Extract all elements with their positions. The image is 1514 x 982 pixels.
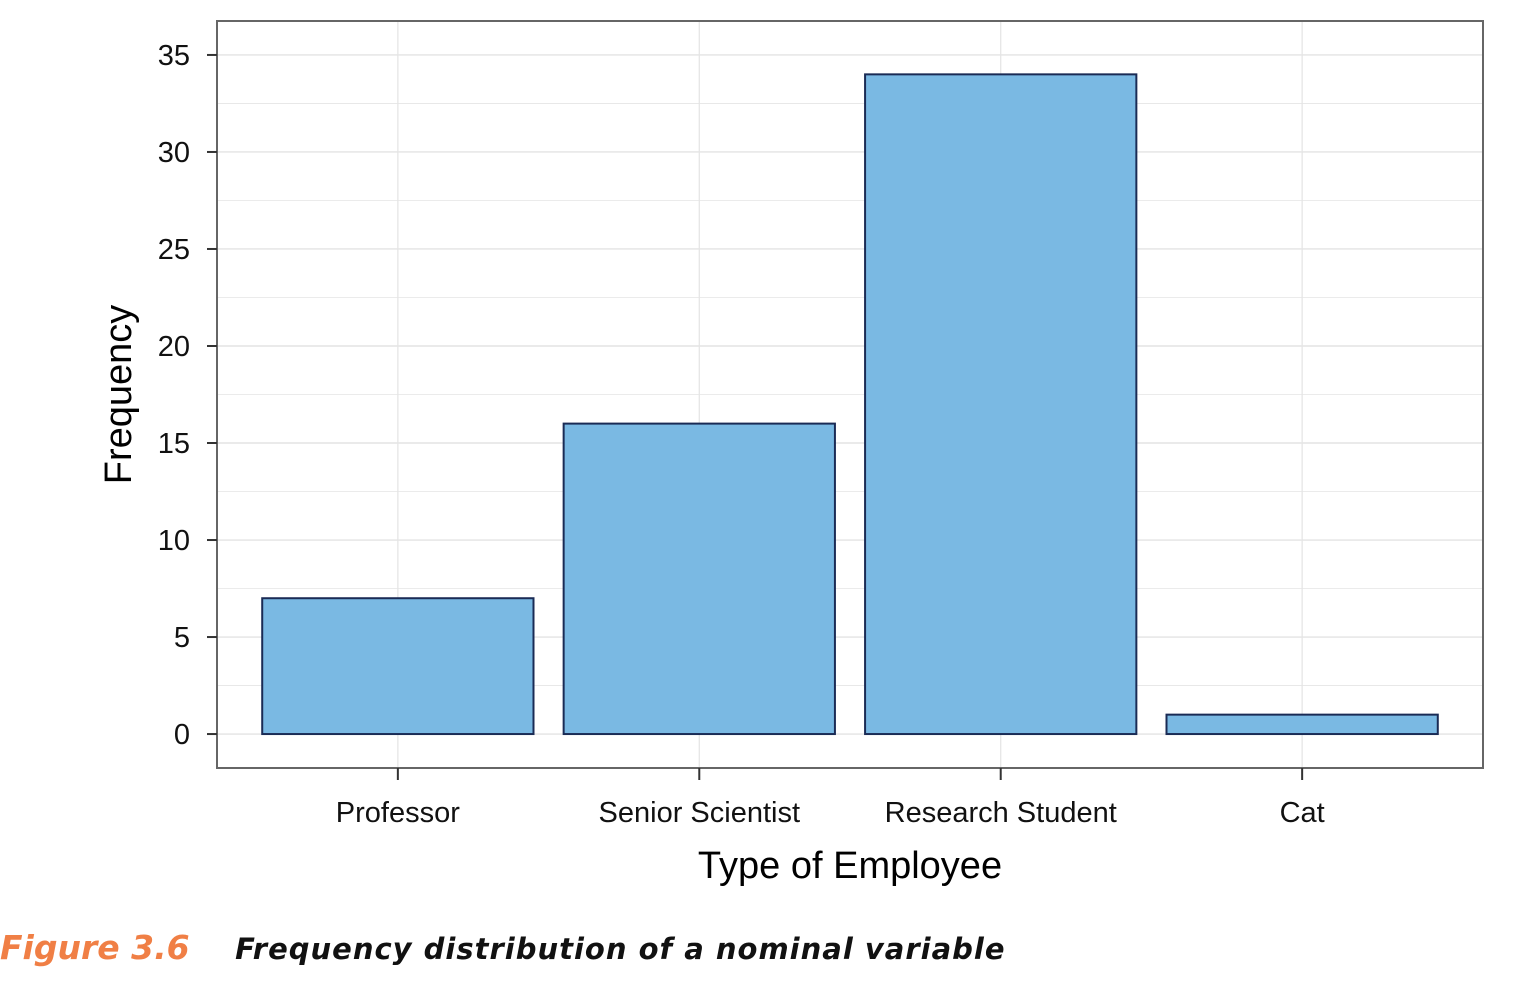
bar-cat [1165, 713, 1439, 736]
bar-chart: 0 5 10 15 20 25 30 35 Professor Senior Scientist… [98, 20, 1484, 887]
y-tick-label: 15 [158, 428, 190, 460]
bar-senior-scientist [562, 422, 836, 736]
bar-research-student [864, 73, 1138, 736]
figure-number: Figure 3.6 [0, 928, 190, 967]
y-tick-label: 35 [158, 40, 190, 72]
y-axis-ticks: 0 5 10 15 20 25 30 35 [158, 40, 217, 751]
y-tick-label: 5 [174, 622, 190, 654]
y-tick-label: 20 [158, 331, 190, 363]
x-tick-label: Senior Scientist [599, 797, 801, 829]
x-axis-title: Type of Employee [698, 845, 1002, 887]
x-axis-ticks: Professor Senior Scientist Research Studen… [336, 768, 1325, 829]
figure-caption-text: Frequency distribution of a nominal vari… [235, 932, 1006, 966]
plot-frame [216, 20, 1484, 769]
y-axis-title: Frequency [98, 305, 140, 485]
bar-professor [261, 597, 535, 736]
y-tick-label: 10 [158, 525, 190, 557]
x-tick-label: Professor [336, 797, 460, 829]
x-tick-label: Research Student [885, 797, 1117, 829]
figure-caption: Figure 3.6 Frequency distribution of a n… [0, 928, 1006, 967]
bars [261, 73, 1439, 736]
x-tick-label: Cat [1280, 797, 1325, 829]
y-tick-label: 30 [158, 137, 190, 169]
y-tick-label: 25 [158, 234, 190, 266]
y-tick-label: 0 [174, 719, 190, 751]
